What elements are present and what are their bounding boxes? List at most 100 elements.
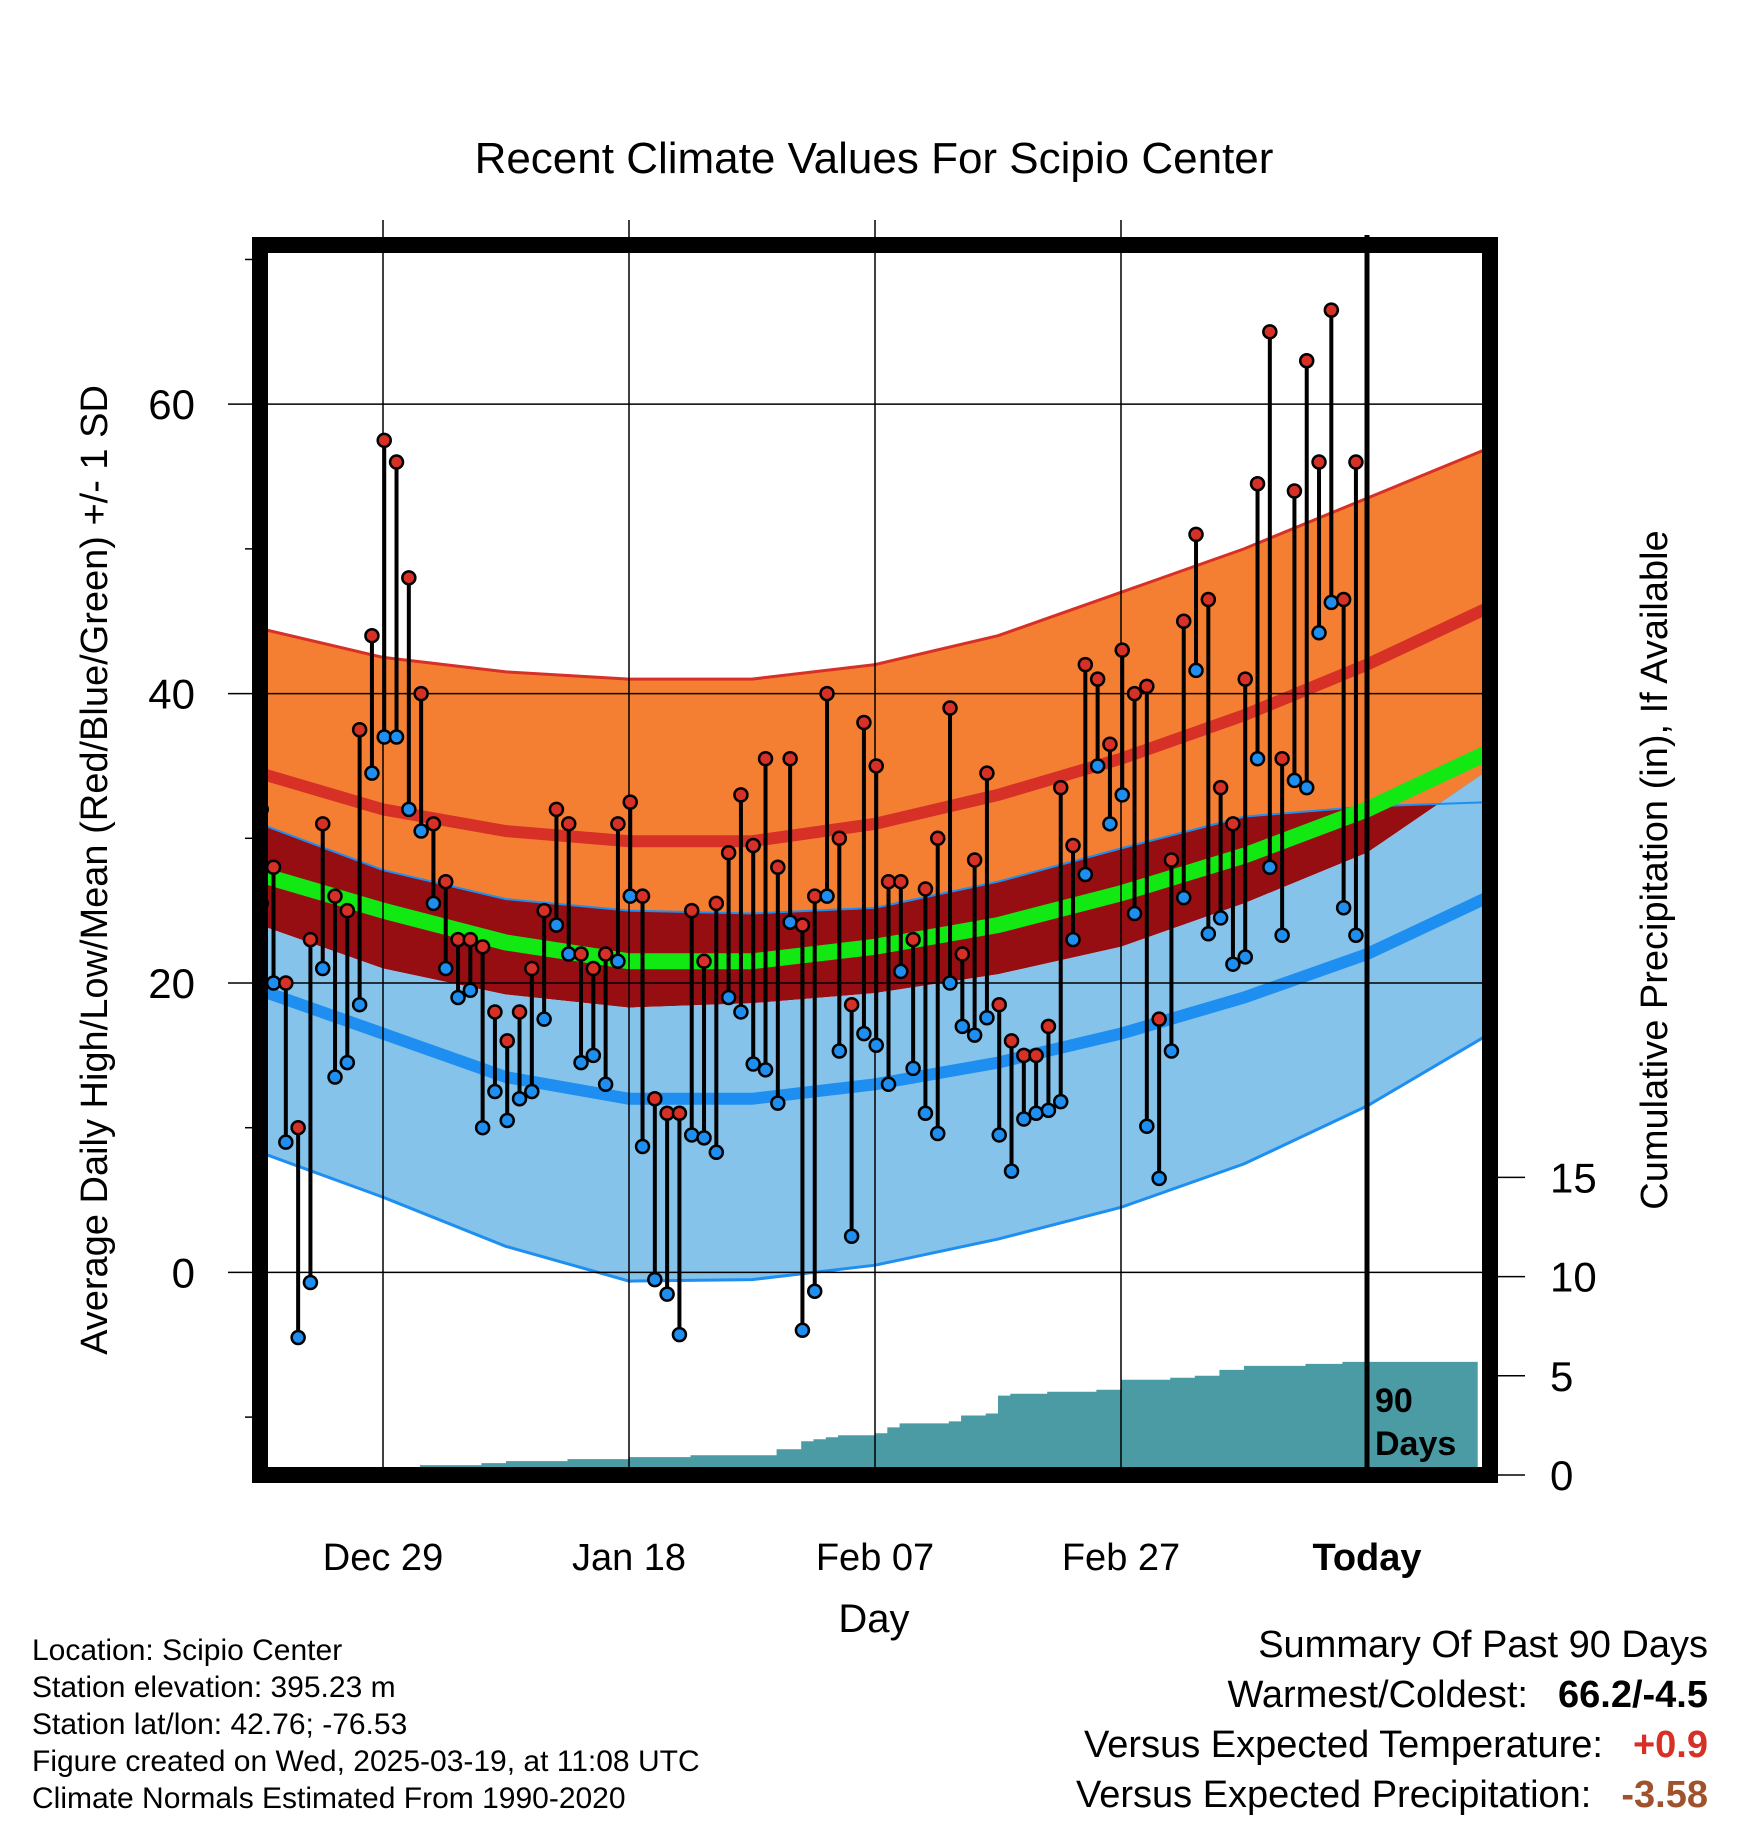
daily-high-point [388,454,405,470]
daily-high-point [302,931,319,948]
daily-low-point [1151,1170,1167,1187]
daily-low-point [487,1083,503,1100]
summary-panel: Summary Of Past 90 Days Warmest/Coldest:… [1076,1620,1708,1820]
precip-vs-expected-value: -3.58 [1621,1774,1708,1816]
summary-precipitation: Versus Expected Precipitation: -3.58 [1076,1770,1708,1820]
daily-high-point [560,816,577,832]
daily-low-point [351,996,368,1013]
daily-low-point [1126,905,1143,922]
daily-low-point [1139,1118,1155,1135]
y-tick-label: 60 [148,381,195,428]
daily-low-point [1028,1105,1044,1121]
daily-high-point [1323,302,1340,318]
daily-high-point [339,902,356,919]
daily-low-point [659,1286,675,1302]
warm-cold-value: 66.2/-4.5 [1558,1674,1708,1716]
daily-high-point [413,685,429,702]
temp-vs-expected-value: +0.9 [1632,1724,1708,1766]
daily-low-point [573,1054,589,1071]
daily-high-point [327,888,343,904]
daily-low-point [1323,594,1340,611]
daily-low-point [388,729,405,745]
daily-high-point [1200,591,1217,608]
daily-low-point [548,917,565,933]
daily-high-point [610,816,626,832]
daily-high-point [954,946,971,962]
daily-high-point [1298,353,1315,369]
daily-low-point [696,1130,712,1146]
daily-high-point [1139,678,1155,695]
daily-low-point [1286,772,1303,789]
daily-high-point [548,801,565,818]
daily-high-point [1274,750,1290,767]
daily-low-point [708,1144,725,1161]
summary-warm-cold: Warmest/Coldest: 66.2/-4.5 [1076,1670,1708,1720]
daily-low-point [1052,1093,1069,1110]
daily-high-point [462,931,479,948]
latlon-text: Station lat/lon: 42.76; -76.53 [32,1708,408,1741]
daily-low-point [880,1076,897,1093]
daily-high-point [745,837,761,854]
daily-low-point [1003,1163,1020,1179]
daily-low-point [1237,949,1253,965]
daily-high-point [278,975,294,991]
daily-low-point [1102,816,1118,832]
plot-area: 0 20 40 60 0 5 10 15 Dec 29 Jan 18 Feb 07 Feb 27 Tod… [148,220,1597,1579]
daily-low-point [560,946,577,962]
daily-low-point [1077,866,1094,883]
daily-low-point [794,1322,811,1339]
today-days-label: Days [1375,1425,1456,1463]
daily-low-point [462,982,479,998]
daily-low-point [327,1069,343,1085]
x-tick-label: Today [1312,1537,1421,1579]
y2-tick-label: 10 [1550,1254,1597,1301]
daily-high-point [1188,526,1204,543]
daily-low-point [610,953,626,970]
daily-high-point [991,996,1007,1013]
daily-high-point [1052,779,1069,796]
daily-low-point [1311,625,1327,641]
daily-low-point [1188,662,1204,679]
daily-low-point [1114,787,1130,803]
daily-high-point [573,946,589,962]
daily-low-point [1163,1043,1180,1059]
daily-high-point [1102,736,1118,752]
daily-low-point [991,1127,1007,1143]
daily-low-point [474,1119,491,1136]
daily-low-point [831,1043,848,1059]
today-days-number: 90 [1375,1382,1413,1420]
y-axis-label: Average Daily High/Low/Mean (Red/Blue/Gr… [74,385,116,1355]
daily-high-point [966,852,983,868]
x-tick-label: Jan 18 [572,1537,686,1579]
daily-high-point [1028,1047,1044,1064]
daily-low-point [720,989,737,1006]
daily-high-point [1348,454,1364,470]
daily-high-point [1212,779,1229,796]
daily-high-point [696,953,712,970]
climate-chart: Recent Climate Values For Scipio Center … [74,134,1676,1641]
daily-low-point [1225,956,1241,972]
station-info: Location: Scipio Center Station elevatio… [32,1632,700,1817]
daily-low-point [314,960,331,977]
daily-low-point [290,1329,306,1346]
daily-low-point [499,1112,515,1129]
daily-high-point [511,1004,528,1020]
daily-high-point [364,627,380,644]
daily-high-point [671,1105,688,1121]
daily-high-point [1262,324,1278,340]
daily-low-point [1262,859,1278,875]
daily-low-point [1212,910,1229,926]
daily-high-point [708,895,725,912]
y-tick-label: 20 [148,960,195,1007]
daily-low-point [585,1047,602,1064]
y2-tick-label: 15 [1550,1154,1597,1201]
daily-high-point [585,960,602,977]
daily-high-point [1249,476,1266,492]
daily-high-point [893,873,909,890]
daily-low-point [819,888,835,904]
daily-low-point [647,1271,663,1288]
x-tick-label: Feb 27 [1062,1537,1180,1579]
daily-high-point [720,845,737,861]
daily-high-point [314,816,331,832]
daily-low-point [597,1076,614,1093]
